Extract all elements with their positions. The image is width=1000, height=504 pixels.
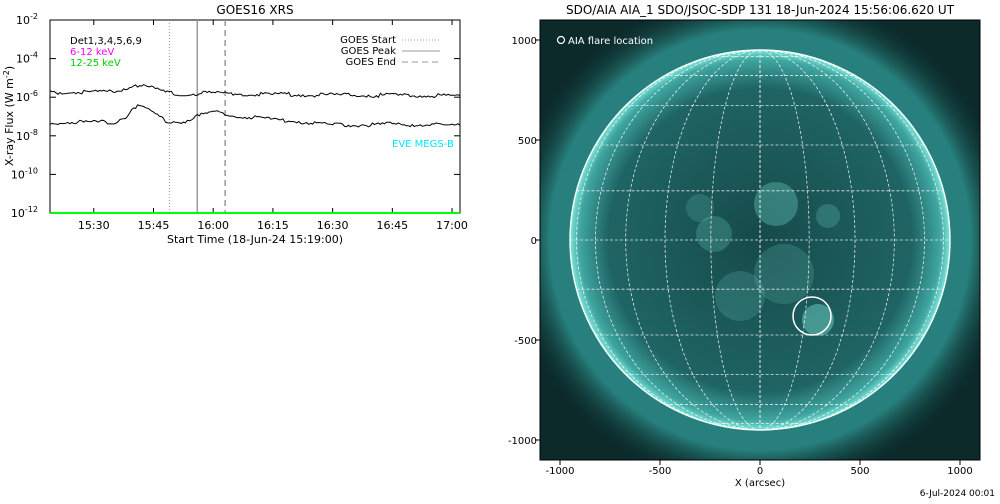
goes-x-tick-label: 15:30	[78, 219, 110, 232]
goes-legend-right-item: GOES End	[346, 57, 396, 68]
aia-bright-region	[715, 271, 765, 321]
aia-bright-region	[816, 204, 840, 228]
goes-y-label: X-ray Flux (W m-2)	[2, 66, 16, 166]
goes-series-line	[50, 105, 460, 127]
aia-y-tick-label: 0	[531, 236, 537, 247]
aia-panel: SDO/AIA AIA_1 SDO/JSOC-SDP 131 18-Jun-20…	[504, 0, 1000, 497]
goes-y-tick-label: 10-2	[16, 12, 38, 27]
aia-bright-region	[686, 194, 714, 222]
goes-legend-left-item: 12-25 keV	[70, 58, 121, 69]
aia-x-tick-label: -1000	[545, 466, 574, 477]
goes-legend-left-item: 6-12 keV	[70, 47, 114, 58]
goes-y-tick-label: 10-4	[16, 51, 38, 66]
aia-y-tick-label: -1000	[508, 436, 537, 447]
goes-panel: GOES16 XRS 15:30 15:45 16:00 16:15 16:30 16:4…	[2, 3, 468, 246]
goes-title: GOES16 XRS	[216, 3, 293, 17]
goes-time-markers	[169, 20, 225, 213]
goes-x-label: Start Time (18-Jun-24 15:19:00)	[167, 233, 343, 246]
aia-bright-region	[754, 182, 798, 226]
aia-x-tick-label: 500	[850, 466, 869, 477]
aia-y-axis: 1000 500 0 -500 -1000	[508, 36, 540, 447]
aia-legend-label: AIA flare location	[568, 36, 653, 47]
goes-series-line	[50, 85, 460, 98]
goes-x-tick-label: 15:45	[138, 219, 170, 232]
goes-y-tick-label: 10-6	[16, 89, 38, 104]
goes-x-tick-label: 16:30	[317, 219, 349, 232]
aia-x-label: X (arcsec)	[735, 478, 785, 489]
aia-y-tick-label: -500	[514, 336, 537, 347]
aia-y-tick-label: 1000	[512, 36, 537, 47]
goes-legend-left-item: Det1,3,4,5,6,9	[70, 36, 142, 47]
goes-y-tick-label: 10-8	[16, 128, 38, 143]
footer-timestamp: 6-Jul-2024 00:01	[920, 489, 995, 499]
goes-x-tick-label: 16:15	[257, 219, 289, 232]
goes-legend-right-item: GOES Peak	[341, 46, 396, 57]
goes-y-tick-label: 10-12	[11, 205, 38, 220]
goes-x-tick-label: 17:00	[436, 219, 468, 232]
goes-x-tick-label: 16:00	[197, 219, 229, 232]
aia-title: SDO/AIA AIA_1 SDO/JSOC-SDP 131 18-Jun-20…	[566, 3, 955, 17]
aia-y-tick-label: 500	[518, 136, 537, 147]
goes-y-tick-label: 10-10	[11, 166, 38, 181]
aia-x-axis: -1000 -500 0 500 1000	[545, 460, 972, 477]
aia-x-tick-label: -500	[649, 466, 672, 477]
aia-x-tick-label: 1000	[947, 466, 972, 477]
eve-megs-label: EVE MEGS-B	[392, 139, 454, 150]
goes-x-tick-label: 16:45	[376, 219, 408, 232]
aia-x-tick-label: 0	[757, 466, 763, 477]
goes-legend-right-item: GOES Start	[340, 35, 396, 46]
